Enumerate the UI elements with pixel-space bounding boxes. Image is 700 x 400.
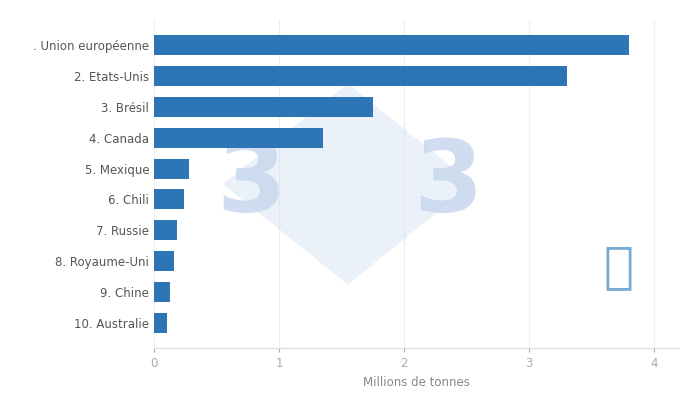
Bar bbox=[154, 128, 323, 148]
Polygon shape bbox=[223, 84, 472, 284]
Text: 🚢: 🚢 bbox=[604, 244, 634, 292]
Bar bbox=[154, 158, 189, 178]
Bar bbox=[154, 97, 372, 117]
Bar bbox=[154, 35, 629, 55]
Text: 3: 3 bbox=[413, 136, 482, 232]
X-axis label: Millions de tonnes: Millions de tonnes bbox=[363, 376, 470, 388]
Text: 3: 3 bbox=[217, 136, 286, 232]
Bar bbox=[154, 190, 184, 210]
Bar bbox=[154, 220, 176, 240]
Bar bbox=[154, 66, 566, 86]
Bar bbox=[154, 313, 167, 333]
Bar bbox=[154, 251, 174, 271]
Bar bbox=[154, 282, 170, 302]
